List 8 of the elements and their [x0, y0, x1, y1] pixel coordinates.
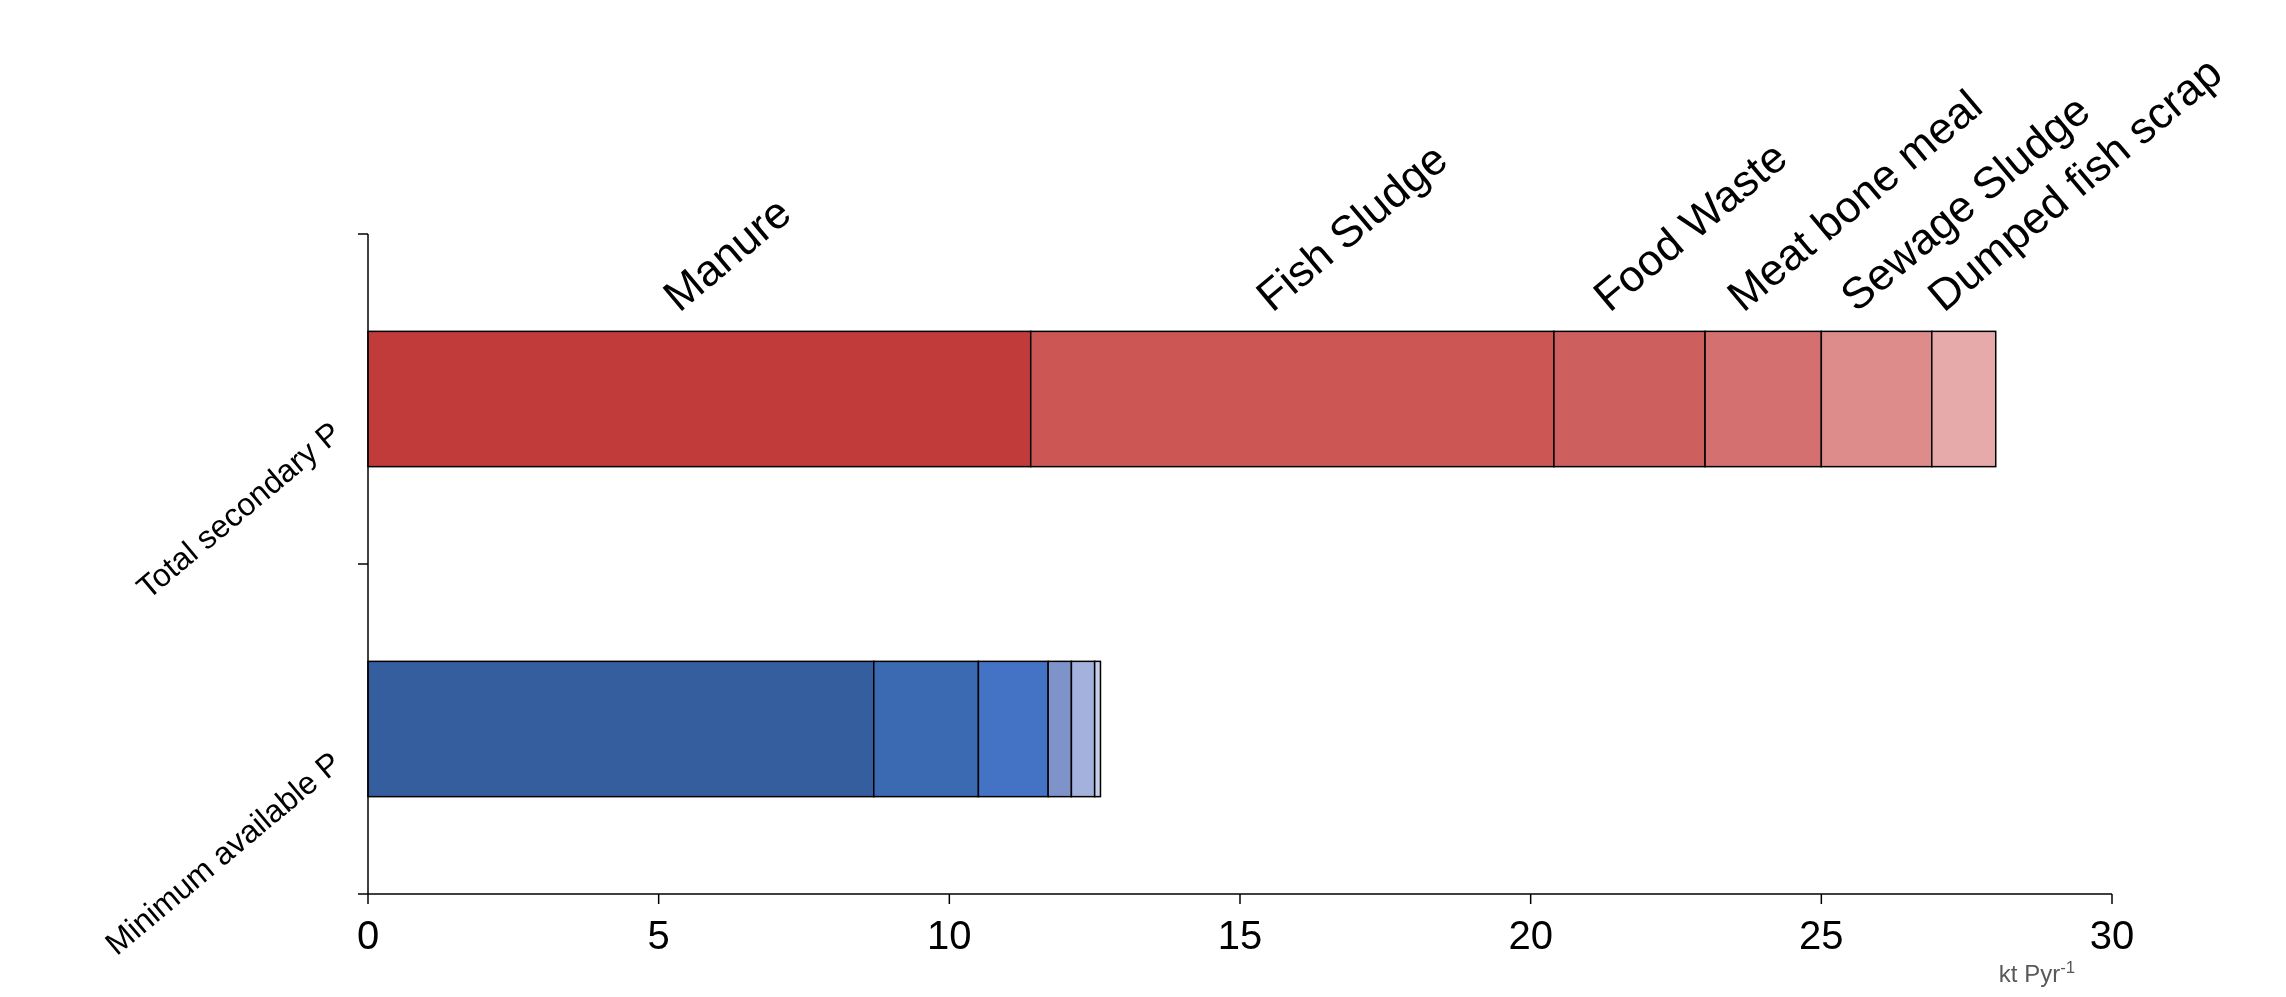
x-tick-label: 5 — [647, 913, 670, 957]
x-tick-label: 15 — [1217, 913, 1263, 957]
x-tick-label: 30 — [2089, 913, 2135, 957]
x-tick-label: 0 — [356, 913, 380, 957]
x-tick-label: 10 — [927, 913, 972, 957]
x-axis-title: kt Pyr$^{-1}$ — [1998, 957, 2076, 987]
x-tick-label: 20 — [1508, 913, 1553, 957]
x-tick-label: 25 — [1799, 913, 1844, 957]
